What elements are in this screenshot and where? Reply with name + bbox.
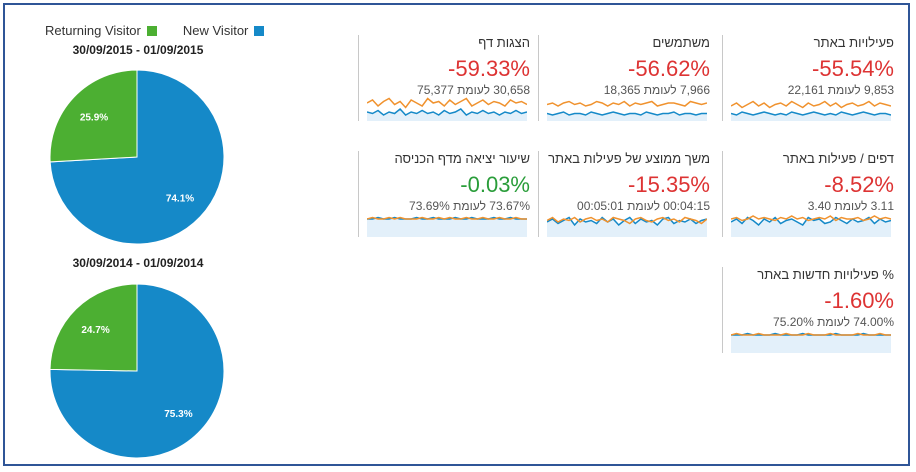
metric-change: -56.62% [551, 55, 710, 83]
metric-sessions[interactable]: פעילויות באתר -55.54% 9,853 לעומת 22,161 [722, 35, 900, 121]
metric-change: -0.03% [371, 171, 530, 199]
sparkline-area [367, 218, 527, 238]
sparkline-series-0 [547, 112, 707, 115]
dashboard-frame: Returning Visitor New Visitor 30/09/2015… [3, 3, 910, 466]
metric-compare: 73.67% לעומת 73.69% [371, 199, 530, 213]
legend-swatch-returning [147, 26, 157, 36]
metric-change: -15.35% [551, 171, 710, 199]
sparkline-series-1 [367, 99, 527, 108]
pie-title-2015: 30/09/2015 - 01/09/2015 [18, 43, 258, 57]
pie-slice-label: 75.3% [164, 409, 192, 420]
metric-users[interactable]: משתמשים -56.62% 7,966 לעומת 18,365 [538, 35, 716, 121]
sparkline-area [731, 334, 891, 354]
sparkline-pages-per-session [731, 213, 891, 237]
pie-chart-2015: 74.1% 25.9% [37, 57, 237, 257]
metric-bounce-rate[interactable]: שיעור יציאה מדף הכניסה -0.03% 73.67% לעו… [358, 151, 536, 237]
metric-avg-session-duration[interactable]: משך ממוצע של פעילות באתר -15.35% 00:04:1… [538, 151, 716, 237]
metric-pages-per-session[interactable]: דפים / פעילות באתר -8.52% 3.11 לעומת 3.4… [722, 151, 900, 237]
metric-title: משך ממוצע של פעילות באתר [551, 151, 710, 167]
metric-compare: 00:04:15 לעומת 00:05:01 [551, 199, 710, 213]
metric-compare: 74.00% לעומת 75.20% [735, 315, 894, 329]
sparkline-area [367, 109, 527, 121]
pie-slice-label: 74.1% [166, 194, 194, 205]
sparkline-series-1 [547, 102, 707, 107]
pie-chart-2014: 75.3% 24.7% [37, 271, 237, 471]
metric-compare: 9,853 לעומת 22,161 [735, 83, 894, 97]
legend-swatch-new [254, 26, 264, 36]
sparkline-avg-session-duration [547, 213, 707, 237]
sparkline-bounce-rate [367, 213, 527, 237]
metric-title: % פעילויות חדשות באתר [735, 267, 894, 283]
metric-change: -8.52% [735, 171, 894, 199]
pie-slice-label: 24.7% [81, 325, 109, 336]
metric-pageviews[interactable]: הצגות דף -59.33% 30,658 לעומת 75,377 [358, 35, 536, 121]
sparkline-pageviews [367, 97, 527, 121]
metric-compare: 3.11 לעומת 3.40 [735, 199, 894, 213]
sparkline-users [547, 97, 707, 121]
metric-compare: 7,966 לעומת 18,365 [551, 83, 710, 97]
metric-title: הצגות דף [371, 35, 530, 51]
legend-label-returning: Returning Visitor [45, 23, 141, 38]
metric-new-sessions[interactable]: % פעילויות חדשות באתר -1.60% 74.00% לעומ… [722, 267, 900, 353]
sparkline-new-sessions [731, 329, 891, 353]
pie-title-2014: 30/09/2014 - 01/09/2014 [18, 256, 258, 270]
metric-title: משתמשים [551, 35, 710, 51]
metric-change: -55.54% [735, 55, 894, 83]
pie-slice-label: 25.9% [80, 112, 108, 123]
legend-label-new: New Visitor [183, 23, 249, 38]
metric-change: -1.60% [735, 287, 894, 315]
metric-title: פעילויות באתר [735, 35, 894, 51]
sparkline-series-1 [731, 102, 891, 108]
metric-compare: 30,658 לעומת 75,377 [371, 83, 530, 97]
pie-legend: Returning Visitor New Visitor [45, 23, 264, 38]
metric-title: דפים / פעילות באתר [735, 151, 894, 167]
metric-title: שיעור יציאה מדף הכניסה [371, 151, 530, 167]
sparkline-series-1 [367, 218, 527, 220]
sparkline-sessions [731, 97, 891, 121]
metric-change: -59.33% [371, 55, 530, 83]
